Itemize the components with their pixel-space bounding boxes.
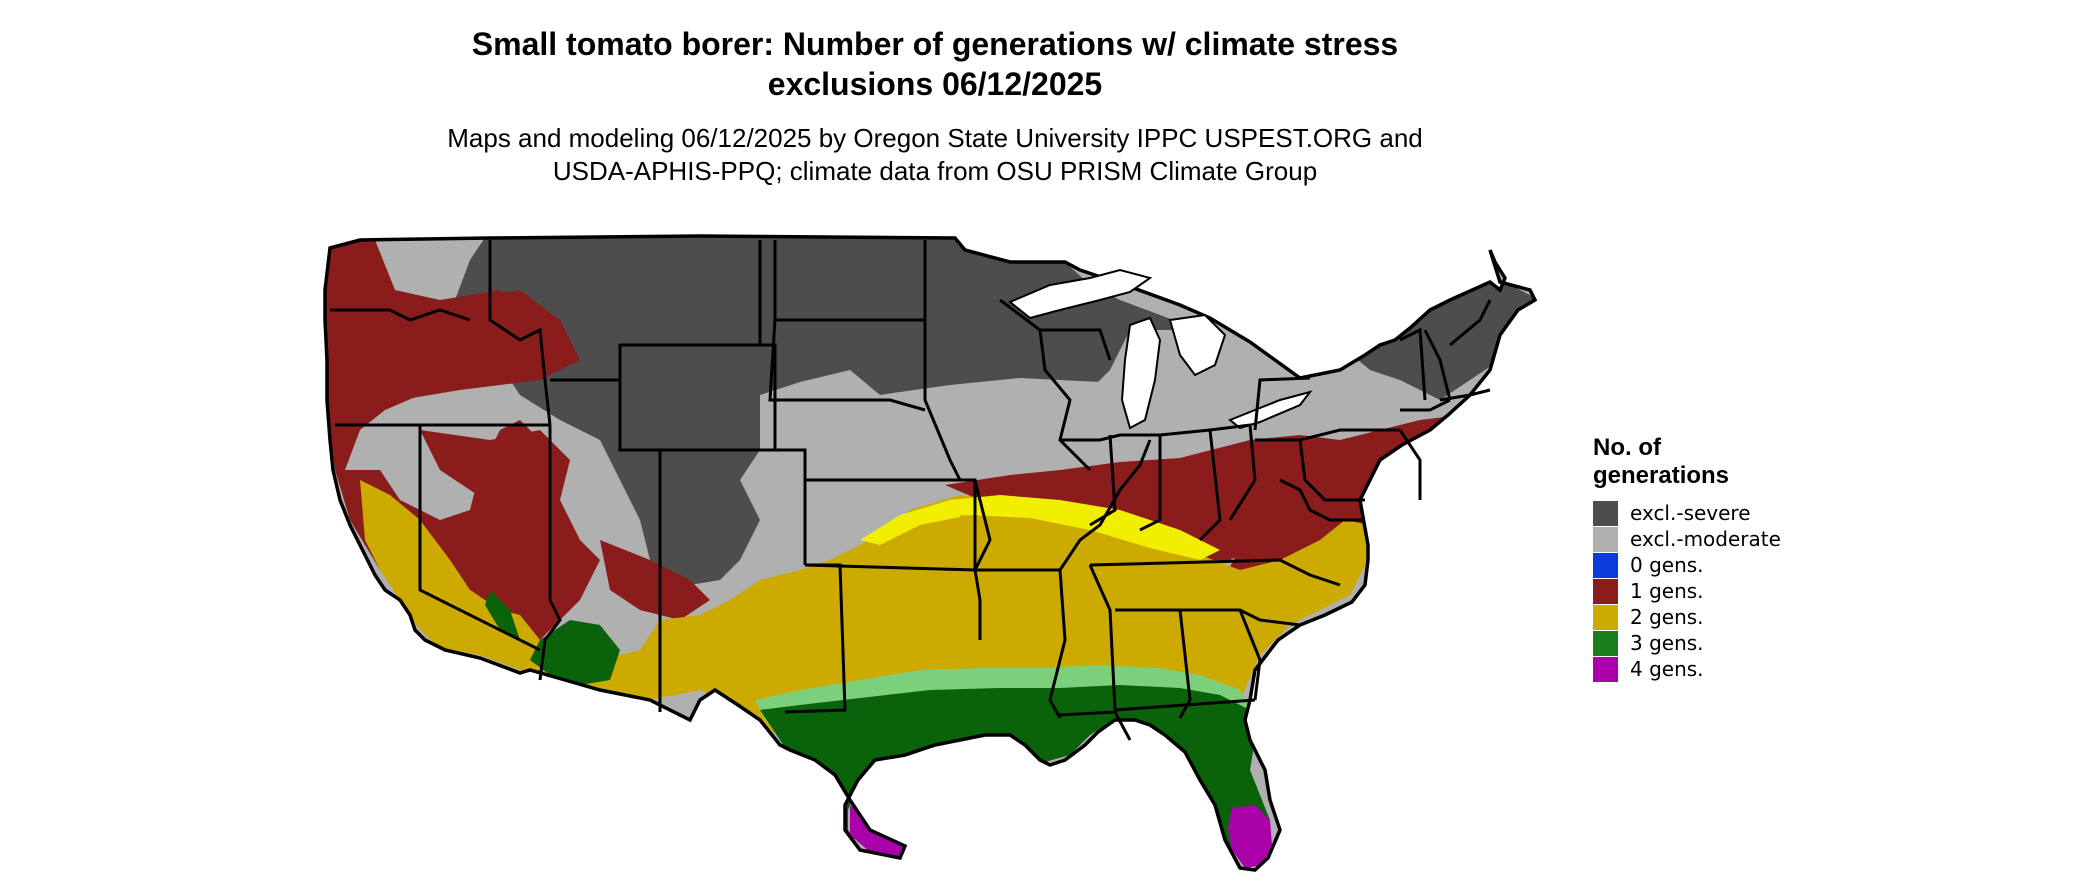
legend-item: 2 gens. <box>1593 604 1781 630</box>
map-subtitle-line2: USDA-APHIS-PPQ; climate data from OSU PR… <box>552 156 1318 186</box>
legend-swatch <box>1593 526 1618 552</box>
legend-item: 0 gens. <box>1593 552 1781 578</box>
legend-item: excl.-severe <box>1593 500 1781 526</box>
map-title: Small tomato borer: Number of generation… <box>0 24 1870 104</box>
zone-transition-yellow <box>860 495 1220 560</box>
lake-superior <box>1008 268 1153 320</box>
zone-3gen-gulf <box>760 685 1270 860</box>
map-subtitle-line1: Maps and modeling 06/12/2025 by Oregon S… <box>447 123 1423 153</box>
legend-swatch <box>1593 630 1618 656</box>
zone-1gen-idaho-band <box>370 290 580 400</box>
legend-title: No. of generations <box>1593 434 1781 490</box>
legend-item: 4 gens. <box>1593 656 1781 682</box>
legend-item: 3 gens. <box>1593 630 1781 656</box>
legend-title-line2: generations <box>1593 462 1730 489</box>
zone-3gen-california <box>485 590 520 640</box>
legend-label: excl.-moderate <box>1630 527 1781 551</box>
lake-michigan <box>1120 316 1162 430</box>
legend-label: 0 gens. <box>1630 553 1704 577</box>
legend-items: excl.-severe excl.-moderate 0 gens. 1 gens.… <box>1593 500 1781 682</box>
legend-label: 4 gens. <box>1630 657 1704 681</box>
legend: No. of generations excl.-severe excl.-mod… <box>1593 434 1781 682</box>
legend-swatch <box>1593 552 1618 578</box>
legend-item: 1 gens. <box>1593 578 1781 604</box>
legend-label: 3 gens. <box>1630 631 1704 655</box>
map-title-line1: Small tomato borer: Number of generation… <box>471 26 1399 62</box>
legend-label: 1 gens. <box>1630 579 1704 603</box>
legend-item: excl.-moderate <box>1593 526 1781 552</box>
lake-erie <box>1228 390 1313 430</box>
legend-label: 2 gens. <box>1630 605 1704 629</box>
us-outline <box>323 234 1538 872</box>
legend-swatch <box>1593 656 1618 682</box>
legend-swatch <box>1593 578 1618 604</box>
map-subtitle: Maps and modeling 06/12/2025 by Oregon S… <box>0 122 1870 188</box>
map-title-line2: exclusions 06/12/2025 <box>767 66 1103 102</box>
state-boundaries <box>330 240 1492 741</box>
zone-4gen-south-florida <box>1228 805 1272 868</box>
zone-1gen-southwest-mts <box>600 540 710 620</box>
legend-swatch <box>1593 604 1618 630</box>
zone-1gen-basin <box>420 430 570 520</box>
legend-title-line1: No. of <box>1593 434 1661 461</box>
legend-label: excl.-severe <box>1630 501 1751 525</box>
lake-huron <box>1168 313 1227 377</box>
zone-3gen-arizona <box>530 620 620 685</box>
zone-excl-severe-northeast <box>1340 280 1535 400</box>
legend-swatch <box>1593 500 1618 526</box>
